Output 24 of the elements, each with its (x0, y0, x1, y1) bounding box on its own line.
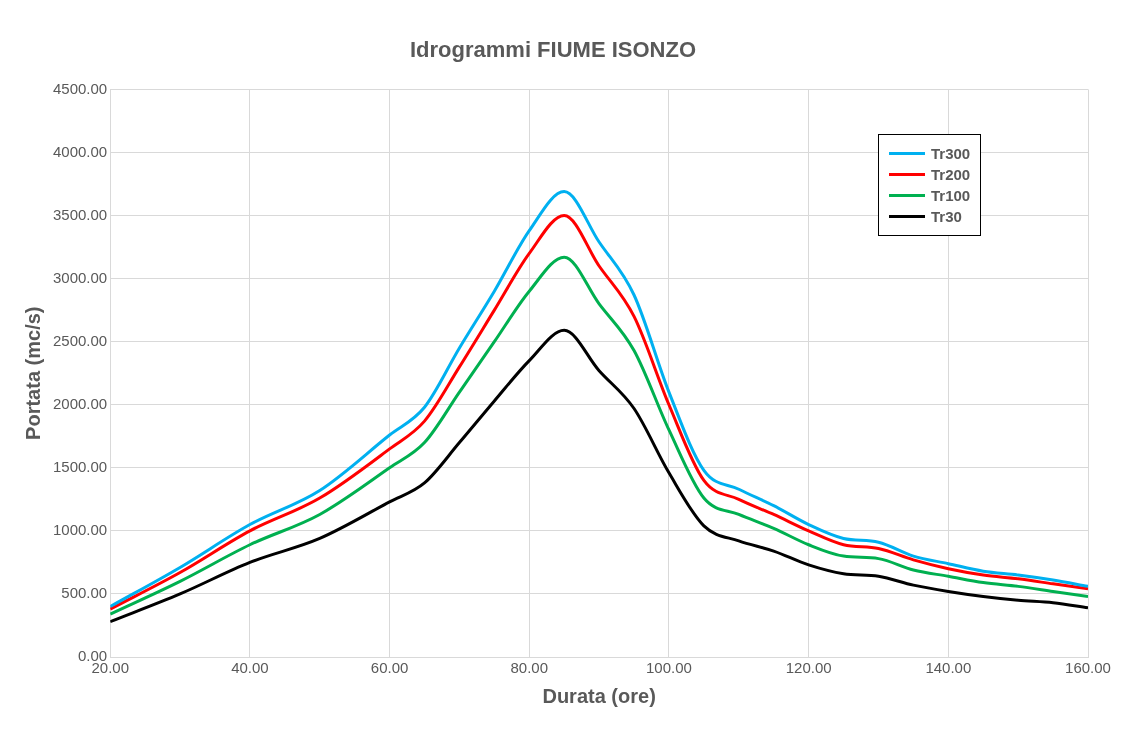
y-tick-label: 1500.00 (52, 457, 108, 475)
legend-label: Tr30 (931, 208, 962, 226)
x-tick-label: 80.00 (510, 659, 549, 677)
chart-title: Idrogrammi FIUME ISONZO (409, 37, 697, 63)
y-tick-label: 3500.00 (52, 205, 108, 223)
x-tick-label: 160.00 (1065, 659, 1111, 677)
x-axis-title: Durata (ore) (542, 684, 656, 707)
y-tick-label: 4000.00 (52, 142, 108, 160)
x-tick-label: 40.00 (231, 659, 269, 677)
legend-label: Tr300 (931, 145, 971, 163)
x-tick-label: 120.00 (785, 659, 832, 677)
y-tick-label: 2500.00 (52, 331, 108, 349)
y-tick-label: 4500.00 (52, 79, 108, 97)
legend-label: Tr200 (931, 166, 971, 184)
y-tick-label: 2000.00 (52, 394, 108, 412)
y-tick-label: 500.00 (61, 584, 108, 602)
legend-label: Tr100 (931, 187, 971, 205)
y-tick-label: 3000.00 (52, 268, 108, 286)
x-tick-label: 140.00 (925, 659, 972, 677)
line-series (110, 328, 1088, 624)
y-axis-title: Portata (mc/s) (21, 306, 44, 440)
y-tick-label: 1000.00 (52, 521, 108, 539)
x-tick-label: 60.00 (370, 659, 409, 677)
x-tick-label: 100.00 (646, 659, 692, 677)
